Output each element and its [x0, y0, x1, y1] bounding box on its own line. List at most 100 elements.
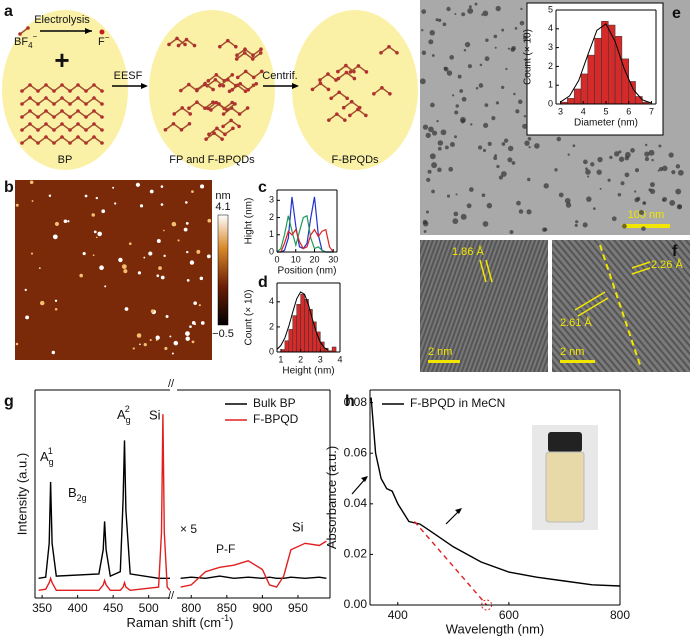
tem-particle	[523, 114, 527, 118]
y-axis-label: Count (× 10)	[244, 290, 255, 346]
tem-particle	[493, 34, 498, 39]
colorbar	[217, 214, 229, 326]
atom	[211, 87, 215, 92]
atom	[213, 77, 218, 82]
y-axis-label: Count (× 10)	[523, 29, 534, 85]
bar	[628, 81, 636, 105]
atom	[163, 127, 168, 132]
atom	[68, 115, 72, 119]
atom	[251, 53, 255, 58]
atom	[214, 73, 219, 77]
x-tick-label: 4	[337, 354, 342, 364]
x-tick-label: 900	[252, 601, 272, 615]
tem-particle	[564, 197, 571, 204]
bar	[614, 36, 623, 105]
x-tick-label: 6	[626, 106, 631, 116]
tem-particle	[437, 140, 444, 146]
afm-particle	[118, 257, 123, 263]
molecule	[165, 122, 190, 131]
series-line	[370, 397, 621, 587]
tem-particle	[454, 135, 457, 139]
atom	[100, 89, 104, 93]
label: FP and F-BPQDs	[169, 154, 255, 166]
atom	[68, 102, 72, 106]
atom	[334, 78, 338, 82]
atom	[225, 77, 230, 82]
tem-particle	[431, 162, 438, 169]
atom	[243, 47, 247, 52]
panel-label: a	[4, 3, 13, 20]
panel-label: f	[672, 243, 678, 260]
atom	[187, 106, 191, 111]
tem-particle	[519, 20, 525, 26]
tem-particle	[482, 10, 489, 17]
tem-particle	[618, 156, 625, 162]
afm-particle	[196, 249, 201, 254]
afm-particle	[123, 269, 128, 274]
panel-label: g	[4, 393, 14, 410]
atom	[36, 115, 40, 119]
afm-particle	[155, 335, 160, 340]
afm-particle	[31, 200, 34, 202]
afm-particle	[54, 221, 60, 226]
atom	[28, 122, 32, 126]
vial-cap	[548, 432, 582, 452]
atom	[84, 141, 88, 145]
atom	[207, 132, 211, 137]
afm-particle	[139, 204, 144, 208]
atom	[36, 141, 40, 145]
atom	[68, 89, 72, 93]
afm-image: nm 4.1 −0.5	[15, 180, 234, 360]
tem-particle	[516, 200, 521, 206]
peak-label: Ag1	[40, 446, 54, 467]
legend-label: Bulk BP	[253, 396, 296, 410]
ellipse	[2, 10, 128, 170]
atom	[243, 89, 248, 94]
afm-particle	[139, 343, 141, 346]
panel-label: e	[672, 5, 681, 22]
atom	[379, 50, 383, 55]
annotation: × 5	[180, 522, 197, 536]
x-tick-label: 10	[291, 254, 301, 264]
tem-particle	[468, 187, 474, 192]
x-axis-label: Diameter (nm)	[574, 118, 638, 129]
afm-particle	[150, 309, 155, 313]
atom	[233, 83, 238, 88]
tem-particle	[457, 74, 462, 79]
atom	[100, 141, 104, 145]
atom	[44, 96, 48, 100]
tem-particle	[419, 78, 426, 85]
atom	[188, 112, 193, 116]
atom	[356, 64, 361, 68]
x-tick-label: 850	[217, 601, 237, 615]
molecule	[180, 83, 206, 92]
tem-particle	[617, 192, 622, 197]
atom	[380, 85, 384, 90]
tem-particle	[671, 170, 676, 175]
tem-image: 100 nm 1.86 Å 2 nm 2.26 Å 2.61 Å 2 nm	[419, 0, 690, 372]
ellipse	[292, 10, 418, 170]
tem-particle	[482, 221, 489, 227]
tem-particle	[662, 196, 668, 202]
atom	[172, 112, 177, 116]
y-tick-label: 0	[548, 98, 553, 108]
atom	[227, 89, 232, 94]
lattice-marker	[631, 267, 651, 275]
tem-particle	[634, 190, 637, 193]
tem-particle	[507, 145, 514, 152]
tem-particle	[446, 6, 451, 12]
tem-particle	[467, 7, 474, 14]
atom	[184, 37, 189, 42]
atom	[364, 113, 368, 118]
y-tick-label: 2	[269, 321, 274, 331]
atom	[372, 91, 376, 96]
lattice-marker	[577, 297, 609, 317]
tem-particle	[677, 169, 684, 176]
tem-particle	[455, 104, 459, 108]
afm-particle	[191, 340, 195, 344]
panel-label: c	[258, 179, 267, 196]
atom	[175, 36, 179, 41]
atom	[179, 88, 183, 93]
tem-particle	[421, 29, 424, 32]
x-tick-label: 400	[388, 608, 408, 622]
